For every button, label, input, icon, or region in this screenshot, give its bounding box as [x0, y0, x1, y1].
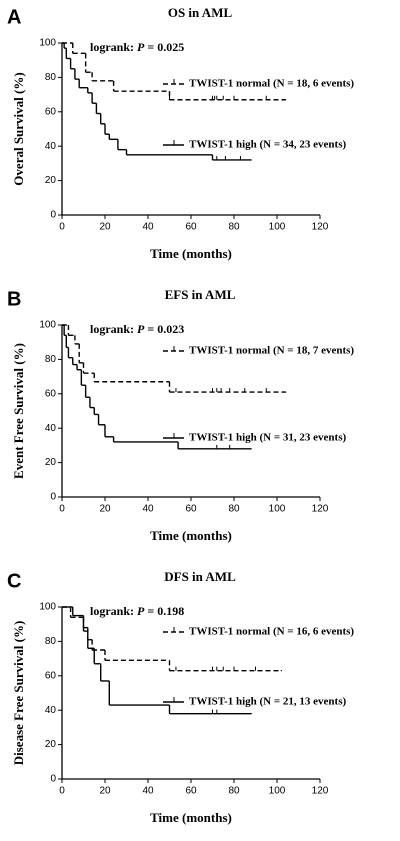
y-axis-label: Overal Survival (%)	[11, 72, 26, 185]
annotation-part: logrank:	[90, 40, 137, 54]
x-tick-label: 40	[142, 222, 154, 233]
y-tick-label: 100	[39, 38, 56, 49]
y-tick-label: 40	[45, 141, 57, 152]
y-axis-label: Event Free Survival (%)	[11, 343, 26, 479]
y-tick-label: 80	[45, 636, 57, 647]
y-tick-label: 40	[45, 705, 57, 716]
annotation: logrank: P = 0.023	[90, 322, 184, 336]
x-axis-label: Time (months)	[150, 810, 232, 825]
annotation-part: P	[137, 322, 145, 336]
step-end	[250, 159, 252, 161]
y-axis-label: Disease Free Survival (%)	[11, 621, 26, 766]
chart-title: EFS in AML	[165, 287, 236, 302]
annotation-part: = 0.198	[144, 604, 184, 618]
annotation-part: P	[137, 40, 145, 54]
panel-label: C	[7, 570, 21, 592]
y-tick-label: 100	[39, 602, 56, 613]
x-tick-label: 60	[185, 504, 197, 515]
x-tick-label: 120	[312, 504, 329, 515]
legend-label: TWIST-1 high (N = 21, 13 events)	[189, 696, 346, 708]
x-tick-label: 100	[269, 504, 286, 515]
step-end	[250, 713, 252, 715]
x-axis-label: Time (months)	[150, 246, 232, 261]
y-tick-label: 80	[45, 354, 57, 365]
x-tick-label: 40	[142, 504, 154, 515]
step-end	[280, 670, 282, 672]
panel-label: B	[7, 288, 21, 310]
legend-label: TWIST-1 normal (N = 18, 6 events)	[189, 78, 354, 90]
x-tick-label: 0	[59, 504, 65, 515]
x-tick-label: 20	[99, 786, 111, 797]
legend-label: TWIST-1 high (N = 34, 23 events)	[189, 139, 346, 151]
x-tick-label: 80	[228, 786, 240, 797]
annotation-part: = 0.025	[144, 40, 184, 54]
chart-title: DFS in AML	[164, 569, 236, 584]
y-tick-label: 0	[50, 774, 56, 785]
step-end	[285, 99, 287, 101]
x-tick-label: 120	[312, 786, 329, 797]
y-tick-label: 20	[45, 175, 57, 186]
x-tick-label: 20	[99, 222, 111, 233]
x-tick-label: 80	[228, 222, 240, 233]
x-axis-label: Time (months)	[150, 528, 232, 543]
annotation-part: logrank:	[90, 322, 137, 336]
annotation: logrank: P = 0.025	[90, 40, 184, 54]
panel: B EFS in AML logrank: P = 0.023 0 20 40 60 80 10…	[7, 287, 354, 543]
x-tick-label: 0	[59, 222, 65, 233]
step-end	[285, 391, 287, 393]
step-end	[250, 448, 252, 450]
x-tick-label: 60	[185, 222, 197, 233]
x-tick-label: 80	[228, 504, 240, 515]
x-tick-label: 60	[185, 786, 197, 797]
x-tick-label: 20	[99, 504, 111, 515]
x-tick-label: 100	[269, 786, 286, 797]
y-tick-label: 100	[39, 320, 56, 331]
annotation-part: P	[137, 604, 145, 618]
annotation: logrank: P = 0.198	[90, 604, 184, 618]
panel: A OS in AML logrank: P = 0.025 0 20 40 60 80 100…	[7, 5, 354, 261]
panel-label: A	[7, 6, 21, 28]
x-tick-label: 100	[269, 222, 286, 233]
y-tick-label: 60	[45, 106, 57, 117]
annotation-part: logrank:	[90, 604, 137, 618]
panel: C DFS in AML logrank: P = 0.198 0 20 40 60 80 10…	[7, 569, 354, 825]
y-tick-label: 60	[45, 388, 57, 399]
legend-label: TWIST-1 normal (N = 16, 6 events)	[189, 626, 354, 638]
annotation-part: = 0.023	[144, 322, 184, 336]
y-tick-label: 80	[45, 72, 57, 83]
y-tick-label: 40	[45, 423, 57, 434]
y-tick-label: 0	[50, 210, 56, 221]
y-tick-label: 20	[45, 457, 57, 468]
y-tick-label: 0	[50, 492, 56, 503]
legend-label: TWIST-1 high (N = 31, 23 events)	[189, 432, 346, 444]
y-tick-label: 20	[45, 739, 57, 750]
chart-title: OS in AML	[168, 5, 233, 20]
legend-label: TWIST-1 normal (N = 18, 7 events)	[189, 345, 354, 357]
y-tick-label: 60	[45, 670, 57, 681]
x-tick-label: 120	[312, 222, 329, 233]
x-tick-label: 0	[59, 786, 65, 797]
x-tick-label: 40	[142, 786, 154, 797]
